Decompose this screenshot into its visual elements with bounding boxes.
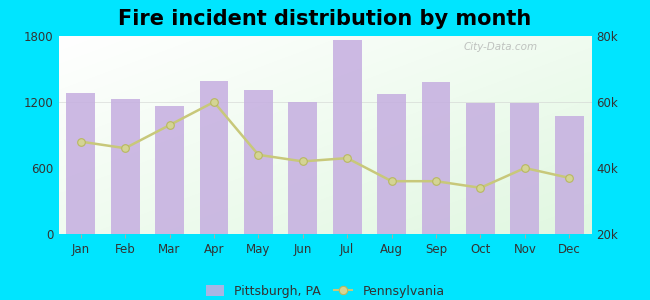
Bar [377,94,406,234]
Bar [66,93,95,234]
Legend: Pittsburgh, PA, Pennsylvania: Pittsburgh, PA, Pennsylvania [201,280,449,300]
Bar [289,102,317,234]
Bar [555,116,584,234]
Bar [510,103,540,234]
Text: City-Data.com: City-Data.com [463,42,538,52]
Bar [111,99,140,234]
Bar [333,40,361,234]
Title: Fire incident distribution by month: Fire incident distribution by month [118,9,532,29]
Bar [422,82,450,234]
Bar [200,81,228,234]
Bar [244,90,273,234]
Bar [466,103,495,234]
Bar [155,106,184,234]
